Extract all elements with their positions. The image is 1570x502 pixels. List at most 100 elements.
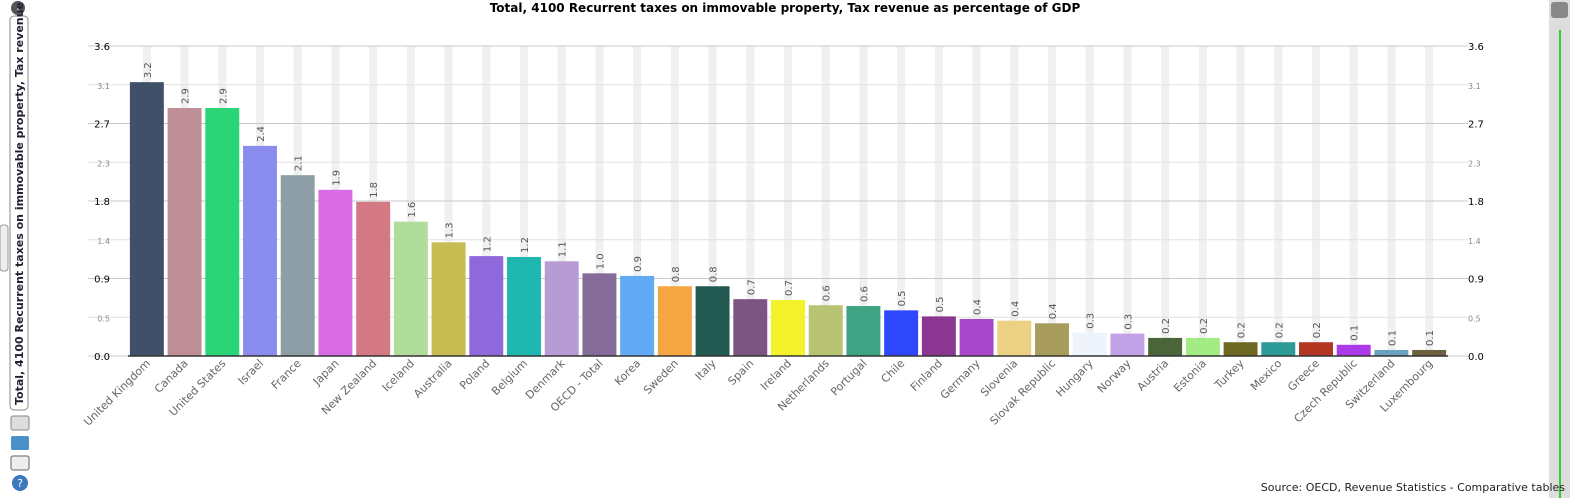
value-label: 2.9	[218, 88, 229, 104]
value-label: 1.0	[595, 253, 606, 269]
value-label: 2.4	[256, 126, 267, 142]
bar	[393, 221, 428, 356]
help-button[interactable]	[12, 475, 28, 491]
x-tick-label: Israel	[236, 357, 266, 387]
bar	[318, 189, 353, 356]
chart-button[interactable]	[11, 436, 29, 450]
value-label: 0.2	[1312, 322, 1323, 338]
value-label: 1.2	[482, 236, 493, 252]
y-tick-label-right: 0.0	[1468, 352, 1484, 363]
right-slider	[1549, 0, 1570, 498]
bar	[129, 82, 164, 357]
x-tick-label: Korea	[612, 357, 643, 388]
x-tick-label: Poland	[457, 357, 492, 392]
y-tick-label: 2.3	[97, 159, 110, 168]
bar	[243, 145, 277, 356]
value-label: 0.2	[1199, 318, 1210, 334]
info-icon[interactable]	[11, 1, 25, 15]
y-tick-label: 1.8	[94, 197, 110, 208]
bar	[544, 261, 579, 356]
value-label: 0.7	[746, 279, 757, 295]
x-tick-label: Norway	[1095, 357, 1134, 396]
value-label: 0.6	[859, 286, 870, 302]
value-label: 0.4	[1048, 303, 1059, 319]
bar	[1412, 349, 1447, 356]
y-tick-label-right: 0.9	[1468, 275, 1484, 286]
value-label: 0.7	[784, 280, 795, 296]
value-label: 0.3	[1086, 313, 1097, 329]
value-label: 0.1	[1387, 330, 1398, 346]
x-tick-label: Mexico	[1248, 357, 1285, 394]
zoom-button[interactable]	[10, 415, 30, 431]
y-tick-label-right: 0.5	[1468, 314, 1481, 323]
x-tick-label: Finland	[908, 357, 945, 394]
source-note: Source: OECD, Revenue Statistics - Compa…	[1261, 481, 1565, 494]
y-tick-label-right: 1.8	[1468, 197, 1484, 208]
value-label: 0.9	[633, 256, 644, 272]
value-label: 0.1	[1350, 325, 1361, 341]
bar	[959, 318, 994, 356]
print-button[interactable]	[10, 455, 30, 471]
sidebar-tab[interactable]	[9, 15, 29, 411]
bar	[280, 175, 315, 356]
bar	[1223, 342, 1258, 356]
value-label: 0.4	[1010, 301, 1021, 317]
bar	[846, 306, 881, 356]
x-tick-label: Greece	[1285, 357, 1322, 394]
value-label: 0.8	[709, 266, 720, 282]
x-tick-label: Portugal	[828, 357, 869, 398]
bar	[1336, 344, 1371, 356]
bar	[1035, 323, 1069, 356]
x-tick-label: Estonia	[1171, 357, 1209, 395]
bar	[469, 256, 504, 356]
bar	[808, 305, 843, 356]
value-label: 0.4	[973, 299, 984, 315]
x-tick-label: Italy	[693, 357, 719, 383]
value-label: 0.8	[671, 266, 682, 282]
y-tick-label-right: 3.6	[1468, 42, 1484, 53]
value-label: 1.3	[445, 222, 456, 238]
y-tick-label: 0.5	[97, 314, 110, 323]
bar	[657, 286, 692, 356]
bar	[1110, 333, 1145, 356]
x-tick-label: Germany	[938, 357, 983, 402]
bar	[695, 286, 730, 356]
value-label: 1.8	[369, 182, 380, 198]
sidebar: i Total, 4100 Recurrent taxes on immovab…	[0, 0, 30, 491]
y-tick-label: 3.1	[97, 82, 110, 91]
y-tick-label: 0.9	[94, 275, 110, 286]
bar	[1374, 349, 1409, 356]
bar	[997, 320, 1032, 356]
value-label: 0.5	[935, 296, 946, 312]
collapse-handle[interactable]	[0, 224, 9, 272]
bar	[771, 300, 805, 356]
slider-reset[interactable]	[1551, 2, 1568, 18]
x-tick-label: Iceland	[380, 357, 417, 394]
value-label: 0.3	[1123, 314, 1134, 330]
value-label: 0.6	[822, 285, 833, 301]
bar	[733, 299, 768, 356]
x-tick-label: Spain	[725, 357, 756, 388]
bar	[921, 316, 956, 356]
bar	[1148, 337, 1183, 356]
x-tick-label: Chile	[879, 357, 908, 386]
value-label: 1.9	[331, 170, 342, 186]
y-tick-label: 0.0	[94, 352, 110, 363]
y-tick-label-right: 2.7	[1468, 120, 1484, 131]
value-label: 3.2	[143, 62, 154, 78]
x-tick-label: Japan	[310, 357, 342, 389]
bar	[1185, 337, 1220, 356]
y-tick-label-right: 1.4	[1468, 237, 1481, 246]
y-tick-label-right: 3.1	[1468, 82, 1481, 91]
value-label: 0.5	[897, 290, 908, 306]
bar	[620, 275, 655, 356]
x-tick-label: United Kingdom	[81, 357, 153, 429]
sidebar-label: Total, 4100 Recurrent taxes on immovable…	[13, 0, 26, 405]
bar	[431, 242, 466, 356]
value-label: 0.2	[1237, 322, 1248, 338]
bar	[582, 273, 617, 356]
value-label: 0.1	[1425, 330, 1436, 346]
x-tick-label: Hungary	[1053, 357, 1096, 400]
bar	[1299, 342, 1333, 356]
